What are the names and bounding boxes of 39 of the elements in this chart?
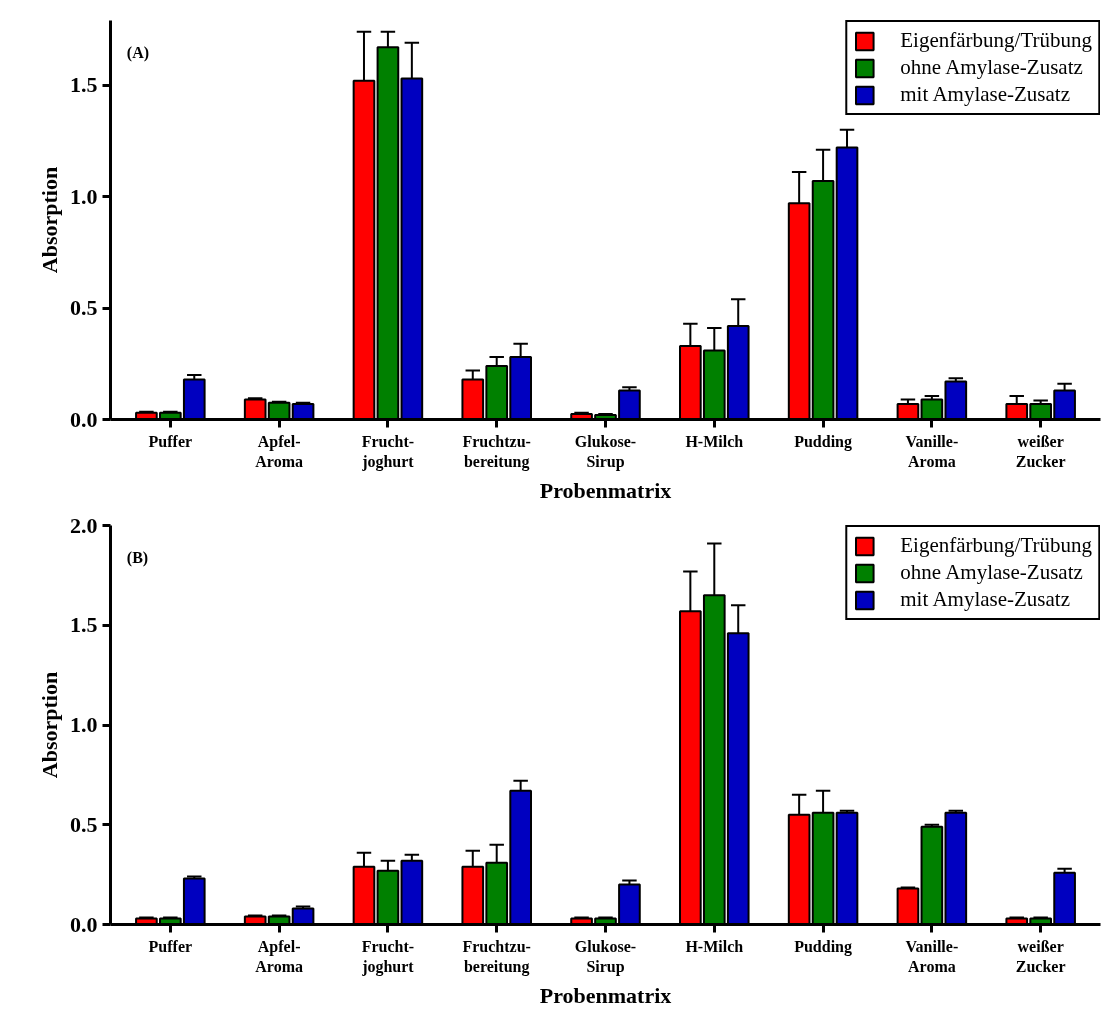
legend-label: mit Amylase-Zusatz [900,82,1070,107]
x-tick-label: weißer Zucker [1015,937,1066,975]
x-tick-label: Vanille- Aroma [905,432,959,470]
y-tick-label: 1.0 [70,712,98,737]
y-tick-label: 1.5 [70,72,98,98]
x-tick-label: Frucht- joghurt [361,937,415,976]
y-tick-label: 0.0 [70,911,98,937]
x-tick-label: Fruchtzu- bereitung [462,937,531,976]
x-tick-label: Glukose- Sirup [574,432,637,471]
legend-label: ohne Amylase-Zusatz [900,560,1083,585]
y-axis-title: Absorption [37,671,62,779]
x-tick-label: H-Milch [685,432,744,450]
x-tick-label: Fruchtzu- bereitung [462,432,531,471]
y-tick-label: 0.0 [70,406,98,432]
y-tick-label: 1.5 [70,612,98,638]
x-tick-label: Vanille- Aroma [905,937,959,975]
annotation: (B) [126,548,149,567]
legend-label: ohne Amylase-Zusatz [900,55,1083,80]
x-tick-label: Pudding [794,432,852,451]
x-axis-title: Probenmatrix [539,982,672,1008]
y-tick-label: 1.0 [70,183,98,209]
x-tick-label: H-Milch [685,937,744,955]
y-axis-title: Absorption [37,166,62,274]
y-tick-label: 2.0 [70,512,98,538]
x-tick-label: Pudding [794,937,852,956]
y-tick-label: 0.5 [70,295,98,321]
legend-label: Eigenfärbung/Trübung [900,28,1092,53]
x-tick-label: Puffer [148,937,193,955]
x-tick-label: weißer Zucker [1015,432,1066,470]
x-tick-label: Frucht- joghurt [361,432,415,471]
x-axis-title: Probenmatrix [539,477,672,503]
x-tick-label: Apfel- Aroma [255,432,303,470]
x-tick-label: Glukose- Sirup [574,937,637,976]
legend-label: Eigenfärbung/Trübung [900,533,1092,558]
x-tick-label: Apfel- Aroma [255,937,303,975]
x-tick-label: Puffer [148,432,193,450]
legend-label: mit Amylase-Zusatz [900,587,1070,612]
annotation: (A) [126,43,150,62]
y-tick-label: 0.5 [70,811,98,837]
